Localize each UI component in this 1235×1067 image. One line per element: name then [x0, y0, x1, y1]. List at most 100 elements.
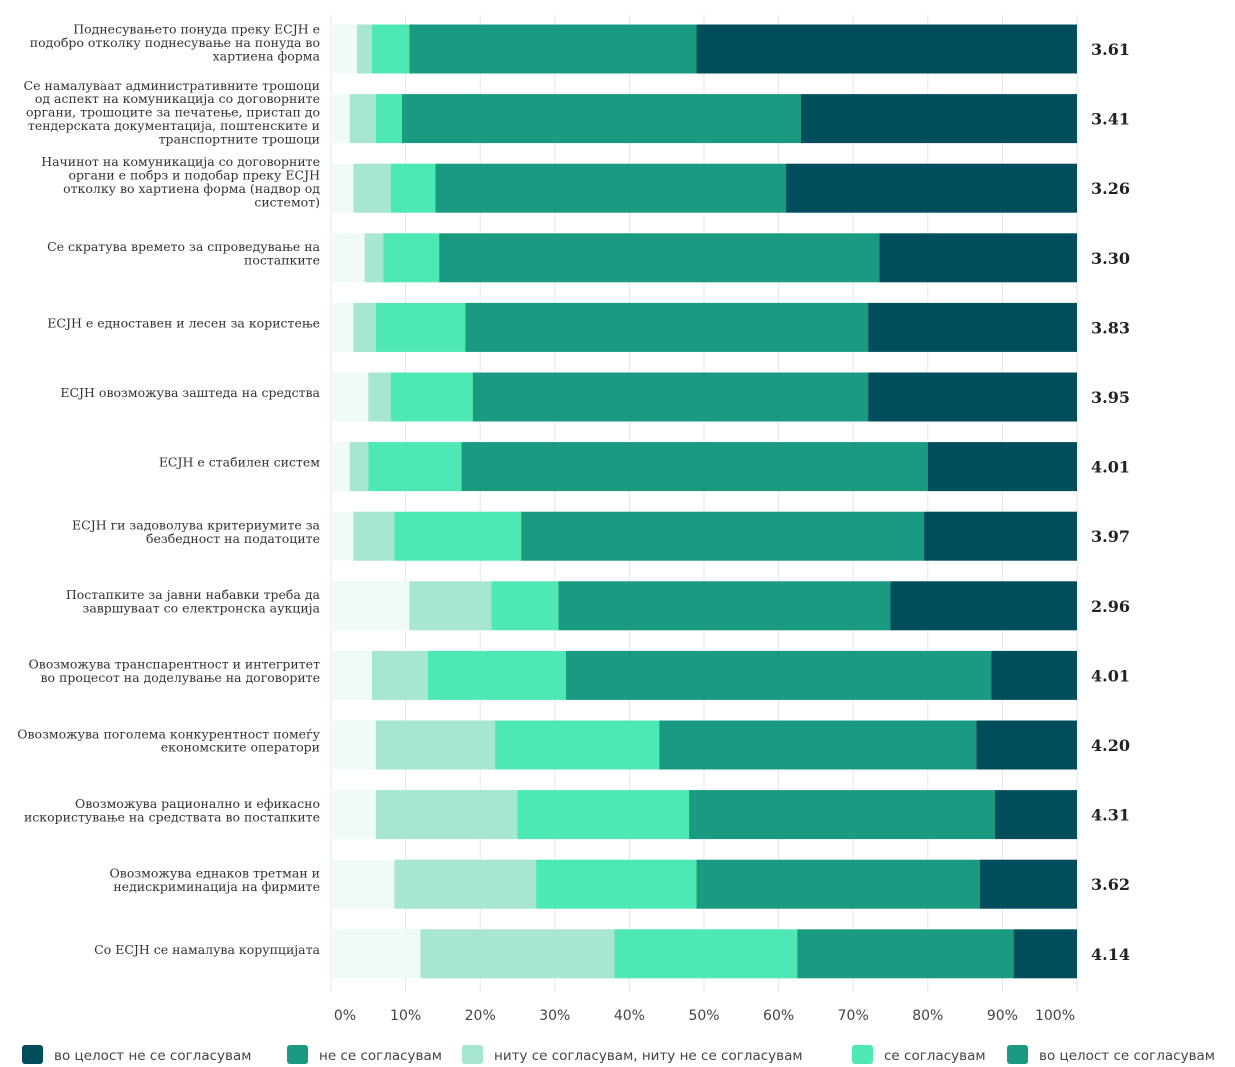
bar-segment [976, 720, 1077, 770]
legend-swatch [462, 1045, 483, 1064]
bar-segment [409, 24, 697, 74]
bar-segment [800, 94, 1077, 144]
category-label: ЕСЈН е стабилен систем [159, 455, 320, 470]
bar-segment [390, 163, 436, 213]
bar-segment [349, 442, 369, 492]
bar-segment [614, 929, 798, 979]
bar-segment [797, 929, 1014, 979]
bar-segment [331, 24, 358, 74]
bar-segment [558, 581, 891, 631]
bar-segment [991, 650, 1077, 700]
legend-swatch [1007, 1045, 1028, 1064]
bar-segment [331, 650, 373, 700]
category-label: Се скратува времето за спроведување на по… [47, 239, 320, 267]
bar-segment [394, 859, 537, 909]
bar-segment [472, 372, 869, 422]
category-label: Овозможува еднаков третман и недискримина… [110, 866, 320, 894]
bar-segment [980, 859, 1077, 909]
category-label: Овозможува поголема конкурентност помеѓу… [17, 726, 320, 754]
mean-value-label: 3.97 [1091, 527, 1130, 546]
x-tick-label: 0% [334, 1008, 356, 1024]
bar-segment [375, 790, 518, 840]
bar-segment [364, 233, 384, 283]
bar-segment [383, 233, 440, 283]
x-tick-label: 40% [614, 1008, 645, 1024]
bar-segment [353, 163, 391, 213]
x-axis-ticks: 0% 10% 20% 30% 40% 50% 60% 70% 80% 90% 100% [334, 1008, 1075, 1024]
bar-segment [868, 302, 1077, 352]
bar-segment [372, 24, 410, 74]
bar-segment [461, 442, 928, 492]
category-label: Начинот на комуникација со договорните ор… [41, 154, 320, 209]
mean-labels: 3.61 3.41 3.26 3.30 3.83 3.95 4.01 3.97 2.96 4.01… [1091, 40, 1130, 964]
bar-segment [390, 372, 473, 422]
legend-swatch [287, 1045, 308, 1064]
legend: во целост не се согласувам не се согласув… [22, 1045, 1215, 1064]
bar-segment [696, 859, 981, 909]
bar-segment [375, 302, 466, 352]
bar-segment [927, 442, 1077, 492]
legend-label: во целост се согласувам [1039, 1048, 1215, 1064]
bar-segment [786, 163, 1077, 213]
bar-segment [696, 24, 1077, 74]
bar-segment [435, 163, 787, 213]
category-labels: Поднесувањето понуда преку ЕСЈН е подобро… [17, 22, 320, 957]
bar-segment [368, 372, 391, 422]
category-label: Овозможува транспарентност и интегритет в… [29, 657, 321, 685]
mean-value-label: 3.26 [1091, 179, 1130, 198]
bar-segment [372, 650, 428, 700]
gridlines [330, 15, 1078, 992]
bar-segment [331, 511, 354, 561]
bar-segment [331, 302, 354, 352]
x-tick-label: 20% [465, 1008, 496, 1024]
bar-segment [439, 233, 880, 283]
category-label: Се намалуваат административните трошоци о… [24, 78, 320, 147]
bar-segment [331, 929, 421, 979]
mean-value-label: 4.01 [1091, 666, 1130, 685]
x-tick-label: 80% [912, 1008, 943, 1024]
category-label: Овозможува рационално и ефикасно искорист… [24, 796, 320, 824]
bar-segment [331, 233, 365, 283]
legend-label: се согласувам [884, 1048, 986, 1064]
x-tick-label: 10% [390, 1008, 421, 1024]
mean-value-label: 4.31 [1091, 806, 1130, 825]
mean-value-label: 3.41 [1091, 110, 1130, 129]
bar-segment [353, 302, 376, 352]
category-label: Поднесувањето понуда преку ЕСЈН е подобро… [30, 22, 321, 64]
bar-segment [427, 650, 566, 700]
mean-value-label: 4.14 [1091, 945, 1130, 964]
bar-segment [924, 511, 1077, 561]
x-tick-label: 60% [763, 1008, 794, 1024]
bar-segment [331, 372, 369, 422]
bar-segment [536, 859, 697, 909]
legend-swatch [22, 1045, 43, 1064]
bar-segment [659, 720, 977, 770]
bar-segment [890, 581, 1077, 631]
legend-swatch [852, 1045, 873, 1064]
legend-label: не се согласувам [319, 1048, 442, 1064]
mean-value-label: 4.01 [1091, 458, 1130, 477]
bar-segment [375, 720, 496, 770]
x-tick-label: 90% [987, 1008, 1018, 1024]
bar-segment [353, 511, 395, 561]
bar-segment [517, 790, 690, 840]
category-label: ЕСЈН овозможува заштеда на средства [60, 385, 320, 400]
bar-segment [331, 442, 350, 492]
bar-segment [465, 302, 869, 352]
bar-segment [331, 720, 376, 770]
bar-segment [331, 163, 354, 213]
bar-segment [331, 94, 350, 144]
mean-value-label: 3.62 [1091, 875, 1130, 894]
bar-segment [420, 929, 615, 979]
bar-segment [368, 442, 462, 492]
legend-label: ниту се согласувам, ниту не се согласува… [494, 1048, 803, 1064]
legend-label: во целост не се согласувам [54, 1048, 251, 1064]
bars [331, 24, 1077, 979]
x-tick-label: 30% [539, 1008, 570, 1024]
bar-segment [491, 581, 559, 631]
x-tick-label: 50% [688, 1008, 719, 1024]
bar-segment [331, 581, 410, 631]
bar-segment [331, 859, 395, 909]
bar-segment [879, 233, 1077, 283]
